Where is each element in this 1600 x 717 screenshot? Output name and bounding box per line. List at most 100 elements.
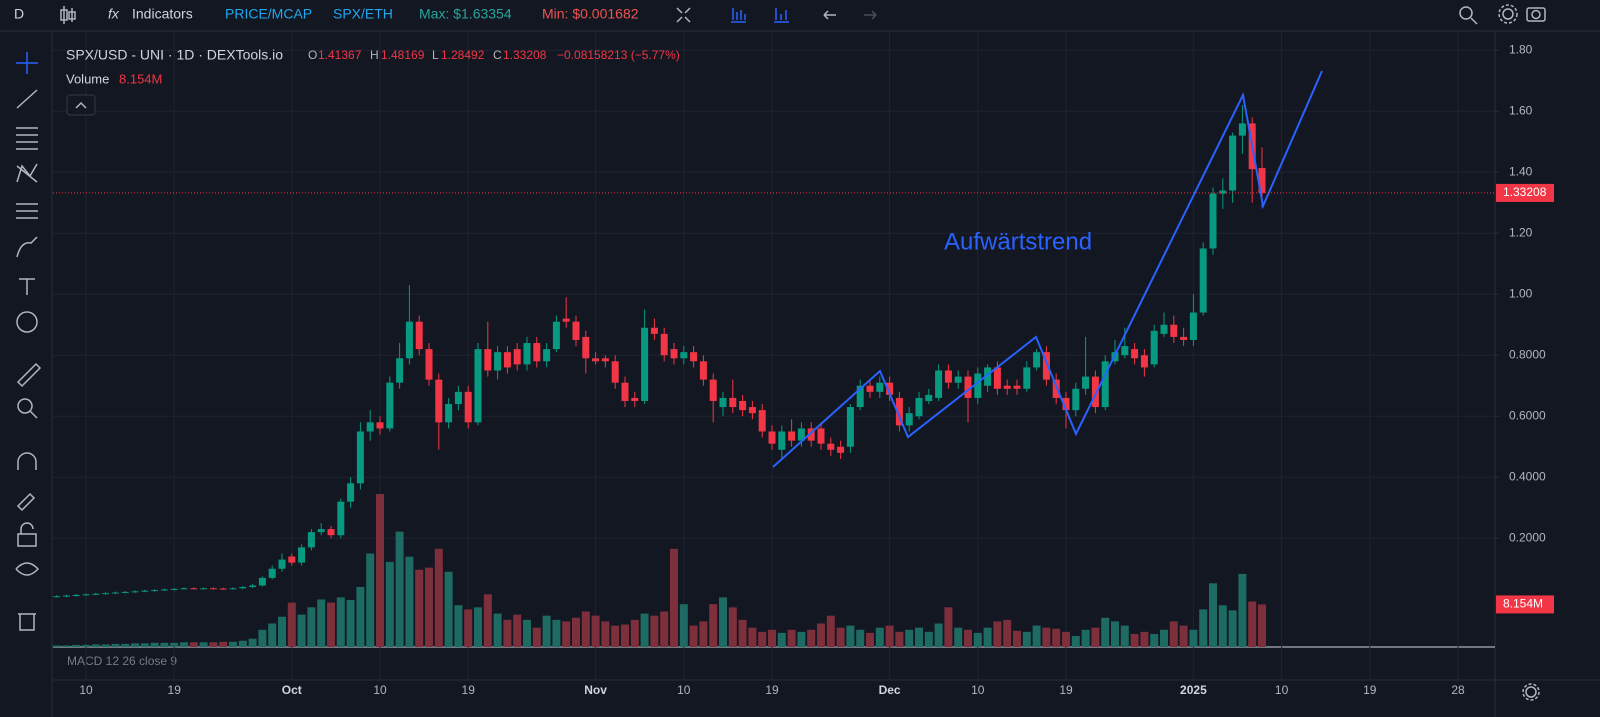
volume-bar <box>1228 610 1237 647</box>
volume-bar <box>856 629 865 647</box>
x-tick-label: 10 <box>79 683 93 697</box>
candle-body <box>219 588 227 590</box>
volume-bar <box>758 631 767 647</box>
max-price: Max: $1.63354 <box>419 6 512 22</box>
collapse-button[interactable] <box>66 94 96 116</box>
candle-icon[interactable] <box>60 6 76 24</box>
volume-bar <box>728 607 737 647</box>
volume-bar <box>258 629 267 647</box>
candle-body <box>670 349 678 359</box>
volume-bar <box>1160 629 1168 647</box>
volume-bar <box>278 616 286 647</box>
candle-body <box>1170 324 1178 337</box>
candle-body <box>1062 397 1070 411</box>
volume-bar <box>52 645 61 647</box>
volume-bar <box>532 627 541 647</box>
volume-bar <box>699 621 708 647</box>
candle-body <box>200 588 208 590</box>
price-mcap[interactable]: PRICE/MCAP <box>225 6 312 22</box>
x-tick-label: 10 <box>971 683 985 697</box>
candle-body <box>621 382 629 401</box>
candle-body <box>895 397 903 426</box>
x-tick-label: 19 <box>1363 683 1377 697</box>
candle-body <box>160 589 168 591</box>
ohlc-key: L <box>432 48 439 62</box>
volume-bar <box>719 597 727 647</box>
drawing-tools[interactable] <box>15 52 42 631</box>
collapse-icon[interactable] <box>75 101 87 109</box>
volume-bar <box>101 644 110 647</box>
candle-body <box>886 382 894 395</box>
ohlc-key: C <box>493 48 502 62</box>
candle-body <box>121 591 129 593</box>
last-price-label: 1.33208 <box>1503 185 1547 199</box>
candle-body <box>944 370 952 383</box>
volume-bar <box>356 586 365 647</box>
candle-body <box>102 593 110 595</box>
volume-bar <box>1248 601 1257 647</box>
indicators[interactable]: Indicators <box>132 6 193 22</box>
fx-icon[interactable]: fx <box>108 6 120 22</box>
volume-bar <box>807 629 816 647</box>
volume-bar <box>954 627 963 647</box>
volume-bar <box>248 638 257 647</box>
trend-drawing[interactable] <box>772 70 1323 468</box>
volume-bar <box>82 644 90 647</box>
annotation[interactable]: Aufwärtstrend <box>944 228 1092 255</box>
volume-bar <box>826 615 835 647</box>
volume-bar <box>493 613 502 647</box>
volume-bar <box>709 604 718 647</box>
volume-bar <box>1101 617 1110 647</box>
volume-bar <box>670 548 678 647</box>
volume-bar <box>366 553 375 647</box>
candle-body <box>405 321 413 359</box>
volume-bar <box>199 642 208 647</box>
interval[interactable]: D <box>14 6 24 22</box>
candle-body <box>748 407 756 414</box>
volume-bar <box>1003 619 1012 647</box>
x-tick-label: 10 <box>373 683 387 697</box>
volume-bar <box>591 615 600 647</box>
candle-body <box>327 529 335 536</box>
candle-body <box>131 591 139 593</box>
volume-bar <box>1189 629 1198 647</box>
toolbar-icons[interactable] <box>676 4 1546 25</box>
candle-body <box>347 483 355 502</box>
candle-body <box>396 358 404 383</box>
volume-bar <box>1150 633 1159 647</box>
volume-bar <box>660 611 669 647</box>
settings-icon[interactable] <box>1522 683 1540 701</box>
candle-body <box>709 379 717 401</box>
volume-bar <box>1111 621 1119 647</box>
candle-body <box>964 376 972 398</box>
x-tick-label: 19 <box>765 683 779 697</box>
candle-body <box>739 400 747 411</box>
candle-body <box>190 588 198 590</box>
candle-body <box>729 397 737 408</box>
candle-body <box>1072 388 1080 411</box>
price-tags: 1.33208 8.154M <box>53 183 1554 614</box>
candle-body <box>719 397 727 408</box>
volume-bar <box>395 531 404 647</box>
candle-body <box>239 587 247 589</box>
volume-bar <box>640 613 649 647</box>
candle-body <box>788 431 796 441</box>
candle-body <box>641 327 649 401</box>
volume-bar <box>140 643 149 647</box>
y-tick-label: 1.00 <box>1509 286 1533 300</box>
volume-bar <box>1052 628 1061 647</box>
candle-body <box>474 349 482 423</box>
candle-body <box>1160 324 1168 334</box>
candle-body <box>533 343 541 362</box>
volume-bar <box>581 611 590 647</box>
candle-body <box>592 358 600 362</box>
ohlc-value: 1.41367 <box>318 48 362 62</box>
volume-bar <box>1209 583 1217 647</box>
volume-bar <box>219 641 228 647</box>
candle-body <box>229 588 237 590</box>
volume-bar <box>964 629 972 647</box>
y-tick-label: 0.8000 <box>1509 347 1546 361</box>
candle-body <box>699 361 707 380</box>
pair[interactable]: SPX/ETH <box>333 6 393 22</box>
candle-body <box>180 588 188 590</box>
